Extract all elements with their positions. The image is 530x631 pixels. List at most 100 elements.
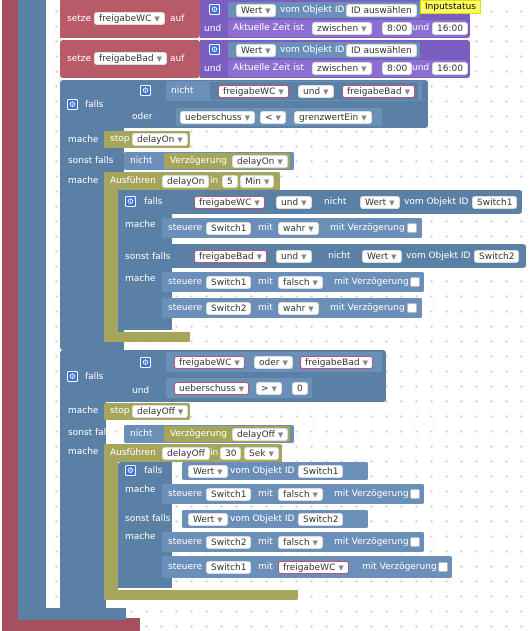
object-switch2[interactable]: Switch2	[298, 513, 344, 526]
var-freigabebad[interactable]: freigabeBad ▼	[194, 250, 267, 263]
var-freigabewc[interactable]: freigabeWC ▼	[174, 356, 245, 369]
value-dropdown[interactable]: Wert ▼	[236, 4, 276, 17]
value-dropdown[interactable]: Wert ▼	[362, 250, 402, 263]
lt-operator[interactable]: < ▼	[260, 111, 286, 124]
gear-icon[interactable]: ⚙	[67, 99, 78, 110]
time-start[interactable]: 8:00	[382, 22, 413, 35]
var-freigabebad[interactable]: freigabeBad ▼	[342, 85, 415, 98]
if-block-2[interactable]: ⚙ falls mache sonst falls mache	[60, 350, 113, 610]
and-dropdown[interactable]: und ▼	[276, 250, 312, 263]
get-value-block-bad[interactable]: Wert ▼ vom Objekt ID ID auswählen	[228, 42, 420, 58]
and-dropdown[interactable]: und ▼	[276, 196, 312, 209]
unit-dropdown[interactable]: Sek ▼	[244, 447, 279, 460]
bool-dropdown[interactable]: falsch ▼	[278, 276, 323, 289]
control-switch1-false-2[interactable]: steuere Switch1 mit falsch ▼ mit Verzöger…	[162, 484, 424, 504]
gear-icon[interactable]: ⚙	[209, 44, 220, 55]
control-switch1-true[interactable]: steuere Switch1 mit wahr ▼ mit Verzögerun…	[162, 218, 422, 238]
and-not-row-1[interactable]: freigabeWC ▼ und ▼ nicht Wert ▼ vom Objekt …	[172, 190, 522, 214]
switch-field[interactable]: Switch1	[206, 488, 252, 501]
delay-name-dropdown[interactable]: delayOn ▼	[132, 133, 188, 146]
unit-dropdown[interactable]: Min ▼	[240, 175, 275, 188]
between-dropdown[interactable]: zwischen ▼	[312, 22, 372, 35]
switch-field[interactable]: Switch1	[206, 276, 252, 289]
and-dropdown[interactable]: und ▼	[298, 85, 334, 98]
get-switch1-row[interactable]: Wert ▼ vom Objekt ID Switch1	[182, 462, 368, 480]
gear-icon[interactable]: ⚙	[140, 85, 151, 96]
var-grenzwertein[interactable]: grenzwertEin ▼	[294, 111, 372, 124]
switch-field[interactable]: Switch2	[206, 302, 252, 315]
compare-block[interactable]: ueberschuss ▼ < ▼ grenzwertEin ▼	[176, 108, 382, 126]
delay-checkbox[interactable]	[410, 537, 420, 547]
var-freigabewc[interactable]: freigabeWC ▼	[218, 85, 289, 98]
bool-dropdown[interactable]: wahr ▼	[278, 222, 319, 235]
var-freigabewc[interactable]: freigabeWC ▼	[278, 561, 349, 574]
or-dropdown[interactable]: oder ▼	[254, 356, 293, 369]
delay-checkbox[interactable]	[438, 562, 448, 572]
control-switch2-true[interactable]: steuere Switch2 mit wahr ▼ mit Verzögerun…	[162, 298, 422, 318]
delay-name-dropdown[interactable]: delayOff ▼	[132, 405, 189, 418]
object-switch2[interactable]: Switch2	[474, 250, 520, 263]
delay-running-block-2[interactable]: Verzögerung delayOff ▼	[164, 426, 290, 442]
delay-checkbox[interactable]	[410, 489, 420, 499]
value-dropdown[interactable]: Wert ▼	[188, 513, 228, 526]
delay-checkbox[interactable]	[410, 277, 420, 287]
gear-icon[interactable]: ⚙	[67, 371, 78, 382]
value-dropdown[interactable]: Wert ▼	[360, 196, 400, 209]
set-freigabewc-block[interactable]: setze freigabeWC ▼ auf	[60, 0, 200, 38]
gear-icon[interactable]: ⚙	[209, 4, 220, 15]
delay-checkbox[interactable]	[407, 303, 417, 313]
run-name-field[interactable]: delayOff	[162, 447, 210, 460]
and-block[interactable]: freigabeWC ▼ und ▼ freigabeBad ▼	[210, 82, 418, 100]
and-not-row-2[interactable]: freigabeBad ▼ und ▼ nicht Wert ▼ vom Objekt…	[172, 244, 526, 268]
delay-name-dropdown[interactable]: delayOn ▼	[232, 155, 288, 168]
var-freigabebad[interactable]: freigabeBad ▼	[300, 356, 373, 369]
inputstatus-comment[interactable]: Inputstatus	[420, 0, 481, 14]
var-ueberschuss[interactable]: ueberschuss ▼	[174, 382, 250, 395]
gear-icon[interactable]: ⚙	[140, 357, 151, 368]
gear-icon[interactable]: ⚙	[125, 465, 136, 476]
delay-name-dropdown[interactable]: delayOff ▼	[232, 428, 289, 441]
or-block-2[interactable]: freigabeWC ▼ oder ▼ freigabeBad ▼	[166, 352, 382, 372]
stop-delayoff-block[interactable]: stop delayOff ▼	[104, 403, 190, 420]
bool-dropdown[interactable]: falsch ▼	[278, 536, 323, 549]
gear-icon[interactable]: ⚙	[125, 196, 136, 207]
switch-field[interactable]: Switch1	[206, 222, 252, 235]
run-delayed-block-off[interactable]: Ausführen delayOff in 30 Sek ▼	[104, 444, 282, 462]
var-freigabewc[interactable]: freigabeWC ▼	[194, 196, 265, 209]
time-end[interactable]: 16:00	[432, 62, 468, 75]
bool-dropdown[interactable]: falsch ▼	[278, 488, 323, 501]
var-freigabebad-dropdown[interactable]: freigabeBad ▼	[94, 52, 167, 65]
compare-block-2[interactable]: ueberschuss ▼ > ▼ 0	[166, 378, 312, 398]
get-value-block-wc[interactable]: Wert ▼ vom Objekt ID ID auswählen	[228, 2, 420, 18]
control-switch2-false[interactable]: steuere Switch2 mit falsch ▼ mit Verzöger…	[162, 532, 424, 552]
object-switch1[interactable]: Switch1	[298, 465, 344, 478]
value-dropdown[interactable]: Wert ▼	[236, 44, 276, 57]
var-freigabewc-dropdown[interactable]: freigabeWC ▼	[94, 12, 165, 25]
delay-checkbox[interactable]	[407, 223, 417, 233]
time-start[interactable]: 8:00	[382, 62, 413, 75]
get-switch2-row[interactable]: Wert ▼ vom Objekt ID Switch2	[182, 510, 368, 528]
switch-field[interactable]: Switch1	[206, 561, 252, 574]
time-end[interactable]: 16:00	[432, 22, 468, 35]
var-ueberschuss[interactable]: ueberschuss ▼	[180, 111, 256, 124]
between-dropdown[interactable]: zwischen ▼	[312, 62, 372, 75]
delay-running-block[interactable]: Verzögerung delayOn ▼	[164, 153, 290, 169]
time-between-block-wc[interactable]: Aktuelle Zeit ist zwischen ▼ 8:00 und 16:…	[228, 20, 468, 37]
object-id-picker[interactable]: ID auswählen	[346, 4, 417, 17]
object-id-picker[interactable]: ID auswählen	[346, 44, 417, 57]
delay-number[interactable]: 5	[222, 175, 238, 188]
run-delayed-block-on[interactable]: Ausführen delayOn in 5 Min ▼	[104, 172, 280, 190]
set-freigabebad-block[interactable]: setze freigabeBad ▼ auf	[60, 40, 200, 78]
zero-number[interactable]: 0	[292, 382, 308, 395]
value-dropdown[interactable]: Wert ▼	[188, 465, 228, 478]
control-switch1-var[interactable]: steuere Switch1 mit freigabeWC ▼ mit Verz…	[162, 556, 452, 578]
gt-operator[interactable]: > ▼	[256, 382, 282, 395]
object-switch1[interactable]: Switch1	[472, 196, 518, 209]
delay-number[interactable]: 30	[220, 447, 242, 460]
switch-field[interactable]: Switch2	[206, 536, 252, 549]
time-between-block-bad[interactable]: Aktuelle Zeit ist zwischen ▼ 8:00 und 16:…	[228, 60, 468, 77]
bool-dropdown[interactable]: wahr ▼	[278, 302, 319, 315]
inner-if-block-2[interactable]: ⚙ falls mache sonst falls mache	[118, 462, 172, 588]
control-switch1-false[interactable]: steuere Switch1 mit falsch ▼ mit Verzöger…	[162, 272, 424, 292]
stop-delayon-block[interactable]: stop delayOn ▼	[104, 131, 190, 148]
